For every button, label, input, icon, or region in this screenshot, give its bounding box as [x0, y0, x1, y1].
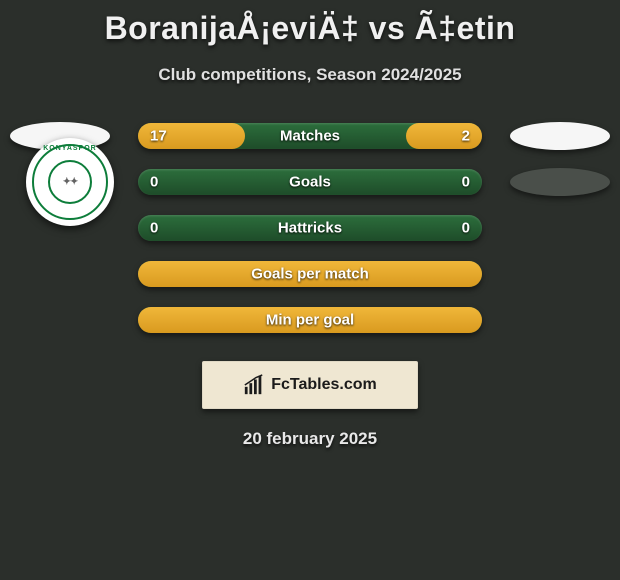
player-right-placeholder — [510, 122, 610, 150]
brand-badge[interactable]: FcTables.com — [202, 361, 418, 409]
club-logo-text: KONYASPOR — [34, 145, 106, 152]
stat-label: Matches — [138, 128, 482, 145]
brand-text: FcTables.com — [271, 376, 377, 394]
club-logo-core: ✦✦ — [48, 160, 92, 204]
stat-bar: 0 Goals 0 — [138, 169, 482, 195]
chart-icon — [243, 374, 265, 396]
player-right-placeholder — [510, 168, 610, 196]
date-text: 20 february 2025 — [0, 429, 620, 449]
stat-label: Goals per match — [138, 266, 482, 283]
stat-bar: 0 Hattricks 0 — [138, 215, 482, 241]
stat-right-value: 0 — [462, 174, 470, 191]
stat-bar: Min per goal — [138, 307, 482, 333]
stat-row-goals: KONYASPOR ✦✦ 0 Goals 0 — [0, 159, 620, 205]
stat-bar: Goals per match — [138, 261, 482, 287]
stat-label: Goals — [138, 174, 482, 191]
stat-label: Min per goal — [138, 312, 482, 329]
stat-row-goals-per-match: Goals per match — [0, 251, 620, 297]
stat-right-value: 2 — [462, 128, 470, 145]
stat-label: Hattricks — [138, 220, 482, 237]
page-title: BoranijaÅ¡eviÄ‡ vs Ã‡etin — [0, 10, 620, 47]
page-subtitle: Club competitions, Season 2024/2025 — [0, 65, 620, 85]
stat-right-value: 0 — [462, 220, 470, 237]
stat-row-min-per-goal: Min per goal — [0, 297, 620, 343]
eagle-icon: ✦✦ — [63, 177, 78, 188]
comparison-card: BoranijaÅ¡eviÄ‡ vs Ã‡etin Club competiti… — [0, 0, 620, 580]
stat-row-hattricks: 0 Hattricks 0 — [0, 205, 620, 251]
stat-rows: 17 Matches 2 KONYASPOR ✦✦ 0 Goals 0 — [0, 113, 620, 343]
stat-bar: 17 Matches 2 — [138, 123, 482, 149]
